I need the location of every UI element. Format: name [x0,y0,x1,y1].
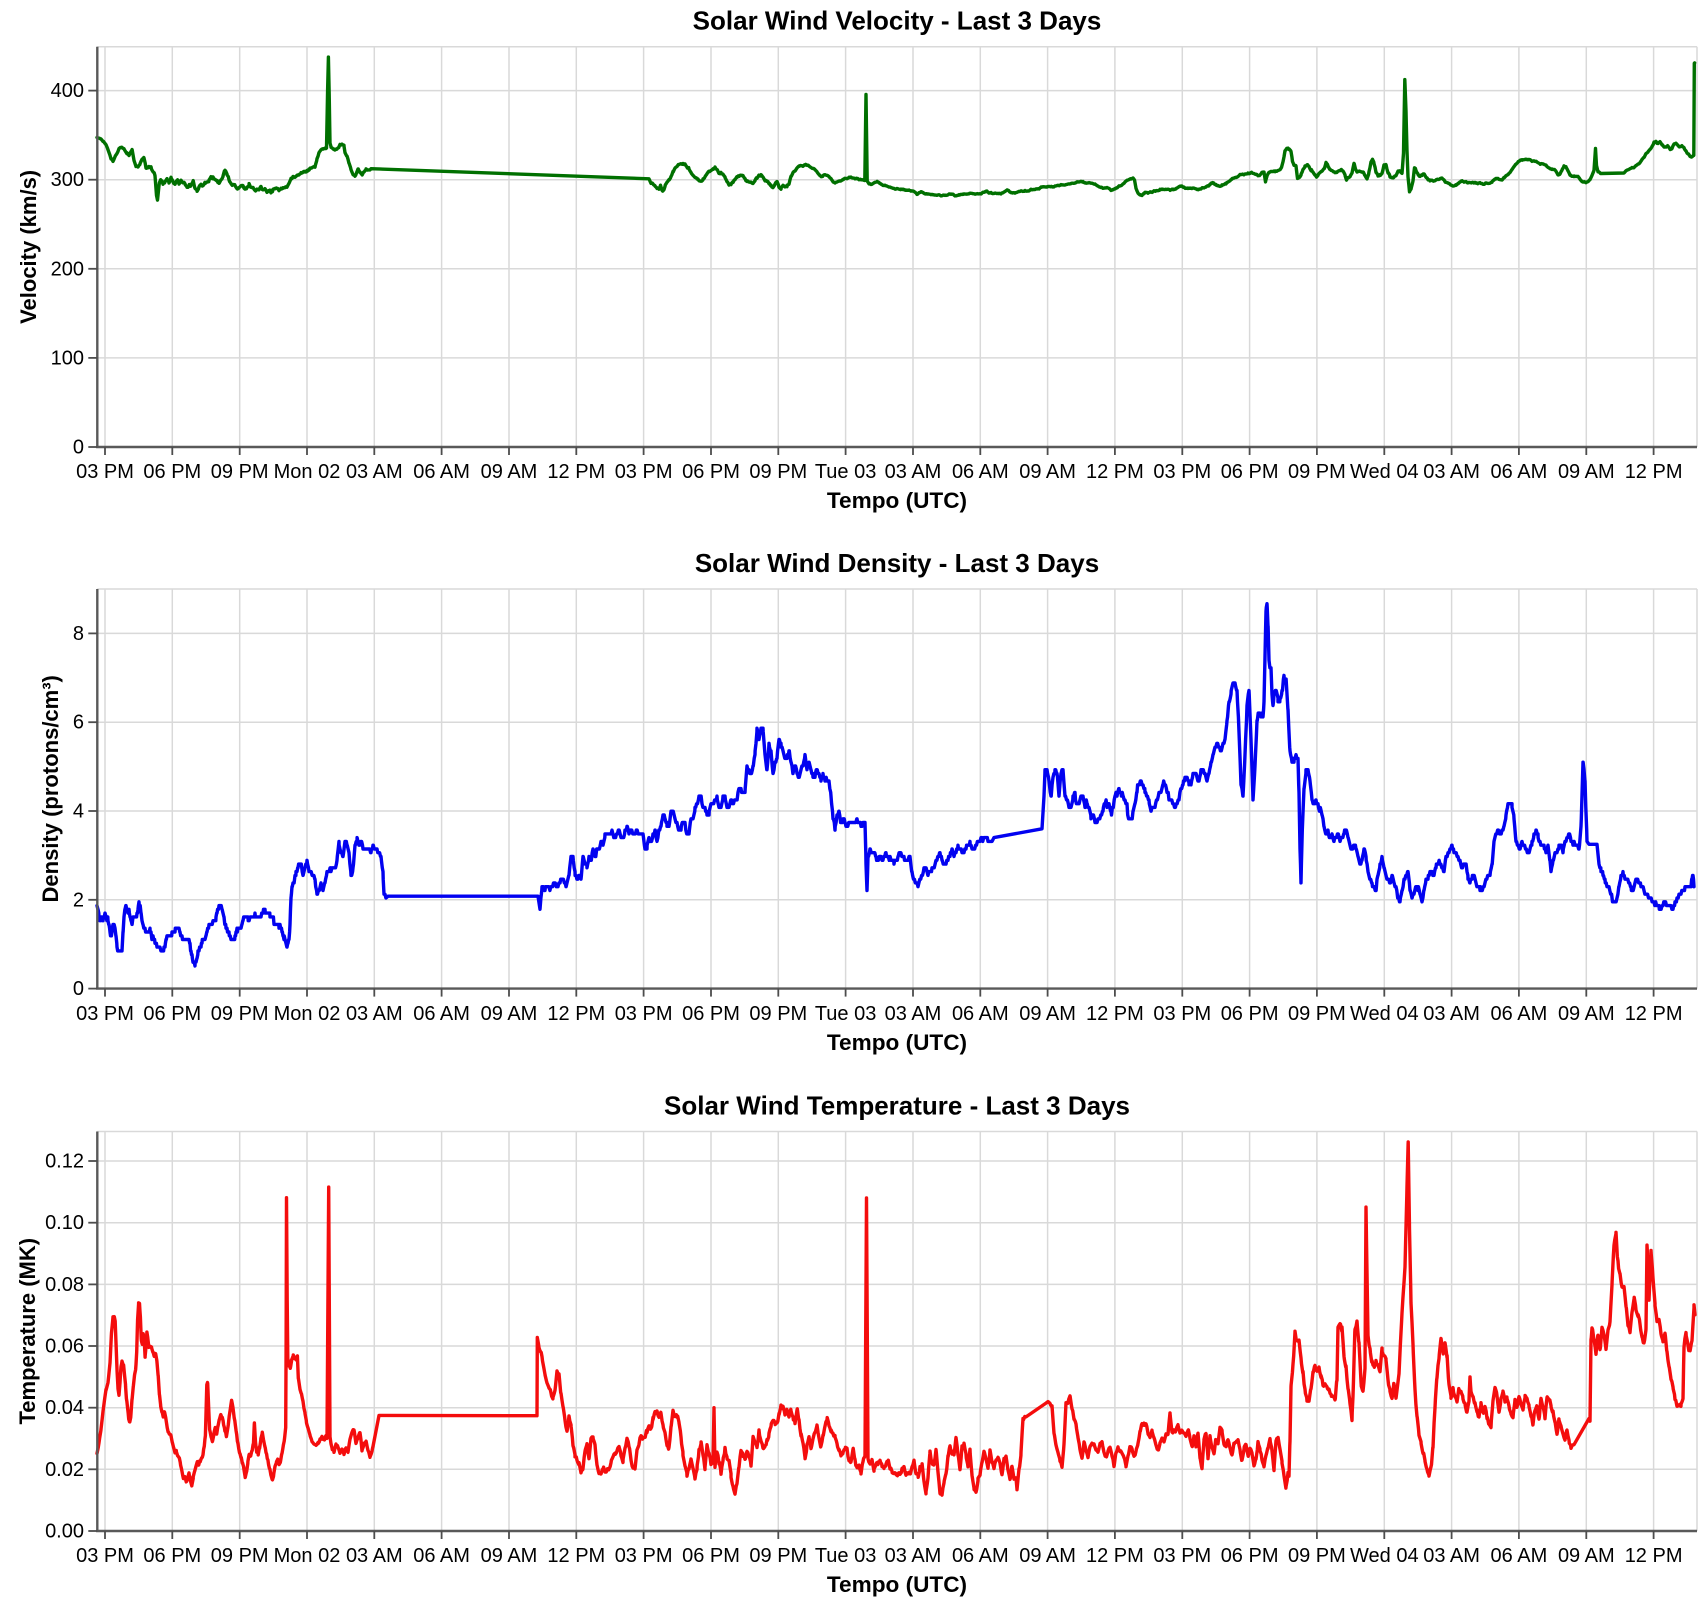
svg-text:12 PM: 12 PM [1625,1003,1683,1025]
svg-text:Solar Wind Temperature - Last: Solar Wind Temperature - Last 3 Days [664,1090,1130,1120]
svg-text:03 PM: 03 PM [1153,1545,1211,1567]
svg-text:0: 0 [73,437,84,459]
svg-text:Wed 04: Wed 04 [1350,1003,1419,1025]
svg-text:09 AM: 09 AM [481,461,538,483]
svg-text:09 AM: 09 AM [1558,1545,1615,1567]
svg-text:06 PM: 06 PM [1221,1003,1279,1025]
svg-text:Tempo (UTC): Tempo (UTC) [827,1572,967,1597]
svg-text:03 AM: 03 AM [1423,1545,1480,1567]
svg-text:06 AM: 06 AM [952,1545,1009,1567]
svg-text:Tue 03: Tue 03 [815,1545,877,1567]
svg-text:03 PM: 03 PM [615,1003,673,1025]
svg-text:0.10: 0.10 [45,1212,84,1234]
svg-text:03 AM: 03 AM [885,1545,942,1567]
svg-text:Tempo (UTC): Tempo (UTC) [827,488,967,513]
svg-text:09 AM: 09 AM [1558,1003,1615,1025]
svg-text:06 AM: 06 AM [413,1003,470,1025]
svg-text:0.12: 0.12 [45,1151,84,1173]
svg-text:8: 8 [73,623,84,645]
svg-text:03 PM: 03 PM [76,1545,134,1567]
svg-text:09 AM: 09 AM [1558,461,1615,483]
svg-text:06 PM: 06 PM [682,1003,740,1025]
svg-text:09 AM: 09 AM [1019,461,1076,483]
svg-text:Wed 04: Wed 04 [1350,461,1419,483]
svg-text:12 PM: 12 PM [547,1003,605,1025]
svg-text:09 AM: 09 AM [481,1545,538,1567]
svg-text:0.08: 0.08 [45,1274,84,1296]
svg-text:Tempo (UTC): Tempo (UTC) [827,1030,967,1055]
svg-text:09 PM: 09 PM [1288,1003,1346,1025]
svg-text:Tue 03: Tue 03 [815,461,877,483]
svg-text:200: 200 [51,258,84,280]
svg-text:6: 6 [73,712,84,734]
svg-text:06 PM: 06 PM [682,1545,740,1567]
svg-text:06 AM: 06 AM [413,1545,470,1567]
svg-text:03 AM: 03 AM [346,461,403,483]
svg-text:0: 0 [73,978,84,1000]
svg-text:06 PM: 06 PM [682,461,740,483]
svg-text:Solar Wind Velocity - Last 3 D: Solar Wind Velocity - Last 3 Days [693,6,1102,36]
svg-text:09 AM: 09 AM [1019,1003,1076,1025]
svg-text:06 AM: 06 AM [1491,1003,1548,1025]
svg-text:0.00: 0.00 [45,1521,84,1543]
svg-text:09 AM: 09 AM [481,1003,538,1025]
svg-text:Temperature (MK): Temperature (MK) [15,1238,40,1425]
svg-text:03 PM: 03 PM [615,1545,673,1567]
svg-text:Velocity (km/s): Velocity (km/s) [16,170,41,324]
svg-text:09 PM: 09 PM [749,1003,807,1025]
svg-text:0.06: 0.06 [45,1336,84,1358]
svg-text:06 PM: 06 PM [1221,1545,1279,1567]
svg-text:06 AM: 06 AM [952,461,1009,483]
svg-text:09 PM: 09 PM [1288,1545,1346,1567]
svg-text:12 PM: 12 PM [1086,1545,1144,1567]
svg-text:06 PM: 06 PM [1221,461,1279,483]
svg-text:300: 300 [51,169,84,191]
svg-text:Mon 02: Mon 02 [274,1003,341,1025]
svg-text:12 PM: 12 PM [547,461,605,483]
svg-text:Density (protons/cm³): Density (protons/cm³) [38,675,63,902]
svg-text:4: 4 [73,801,84,823]
svg-text:2: 2 [73,889,84,911]
svg-text:03 PM: 03 PM [1153,461,1211,483]
svg-text:09 PM: 09 PM [211,1003,269,1025]
svg-text:06 AM: 06 AM [1491,1545,1548,1567]
svg-text:09 PM: 09 PM [749,1545,807,1567]
svg-text:06 PM: 06 PM [143,461,201,483]
svg-text:03 AM: 03 AM [1423,1003,1480,1025]
svg-text:03 AM: 03 AM [885,1003,942,1025]
svg-text:100: 100 [51,347,84,369]
svg-text:12 PM: 12 PM [547,1545,605,1567]
svg-text:03 PM: 03 PM [76,1003,134,1025]
svg-text:03 AM: 03 AM [346,1003,403,1025]
svg-text:03 AM: 03 AM [346,1545,403,1567]
svg-text:12 PM: 12 PM [1625,1545,1683,1567]
svg-text:03 PM: 03 PM [1153,1003,1211,1025]
svg-text:06 AM: 06 AM [413,461,470,483]
svg-text:09 PM: 09 PM [211,461,269,483]
svg-text:400: 400 [51,80,84,102]
svg-text:06 PM: 06 PM [143,1545,201,1567]
svg-text:09 PM: 09 PM [1288,461,1346,483]
svg-text:09 PM: 09 PM [749,461,807,483]
svg-text:03 PM: 03 PM [76,461,134,483]
svg-text:03 AM: 03 AM [1423,461,1480,483]
svg-text:06 AM: 06 AM [952,1003,1009,1025]
svg-text:06 AM: 06 AM [1491,461,1548,483]
svg-text:Tue 03: Tue 03 [815,1003,877,1025]
svg-text:12 PM: 12 PM [1086,461,1144,483]
svg-text:12 PM: 12 PM [1086,1003,1144,1025]
svg-text:09 PM: 09 PM [211,1545,269,1567]
svg-text:06 PM: 06 PM [143,1003,201,1025]
svg-text:03 AM: 03 AM [885,461,942,483]
svg-text:03 PM: 03 PM [615,461,673,483]
svg-text:Solar Wind Density - Last 3 Da: Solar Wind Density - Last 3 Days [695,548,1099,578]
svg-text:12 PM: 12 PM [1625,461,1683,483]
svg-text:Wed 04: Wed 04 [1350,1545,1419,1567]
svg-text:0.02: 0.02 [45,1459,84,1481]
svg-text:09 AM: 09 AM [1019,1545,1076,1567]
svg-text:Mon 02: Mon 02 [274,1545,341,1567]
svg-text:Mon 02: Mon 02 [274,461,341,483]
svg-text:0.04: 0.04 [45,1397,84,1419]
